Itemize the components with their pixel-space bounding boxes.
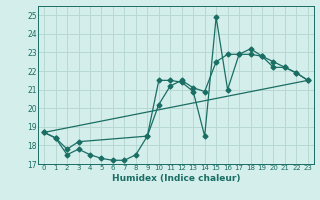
X-axis label: Humidex (Indice chaleur): Humidex (Indice chaleur) [112, 174, 240, 183]
